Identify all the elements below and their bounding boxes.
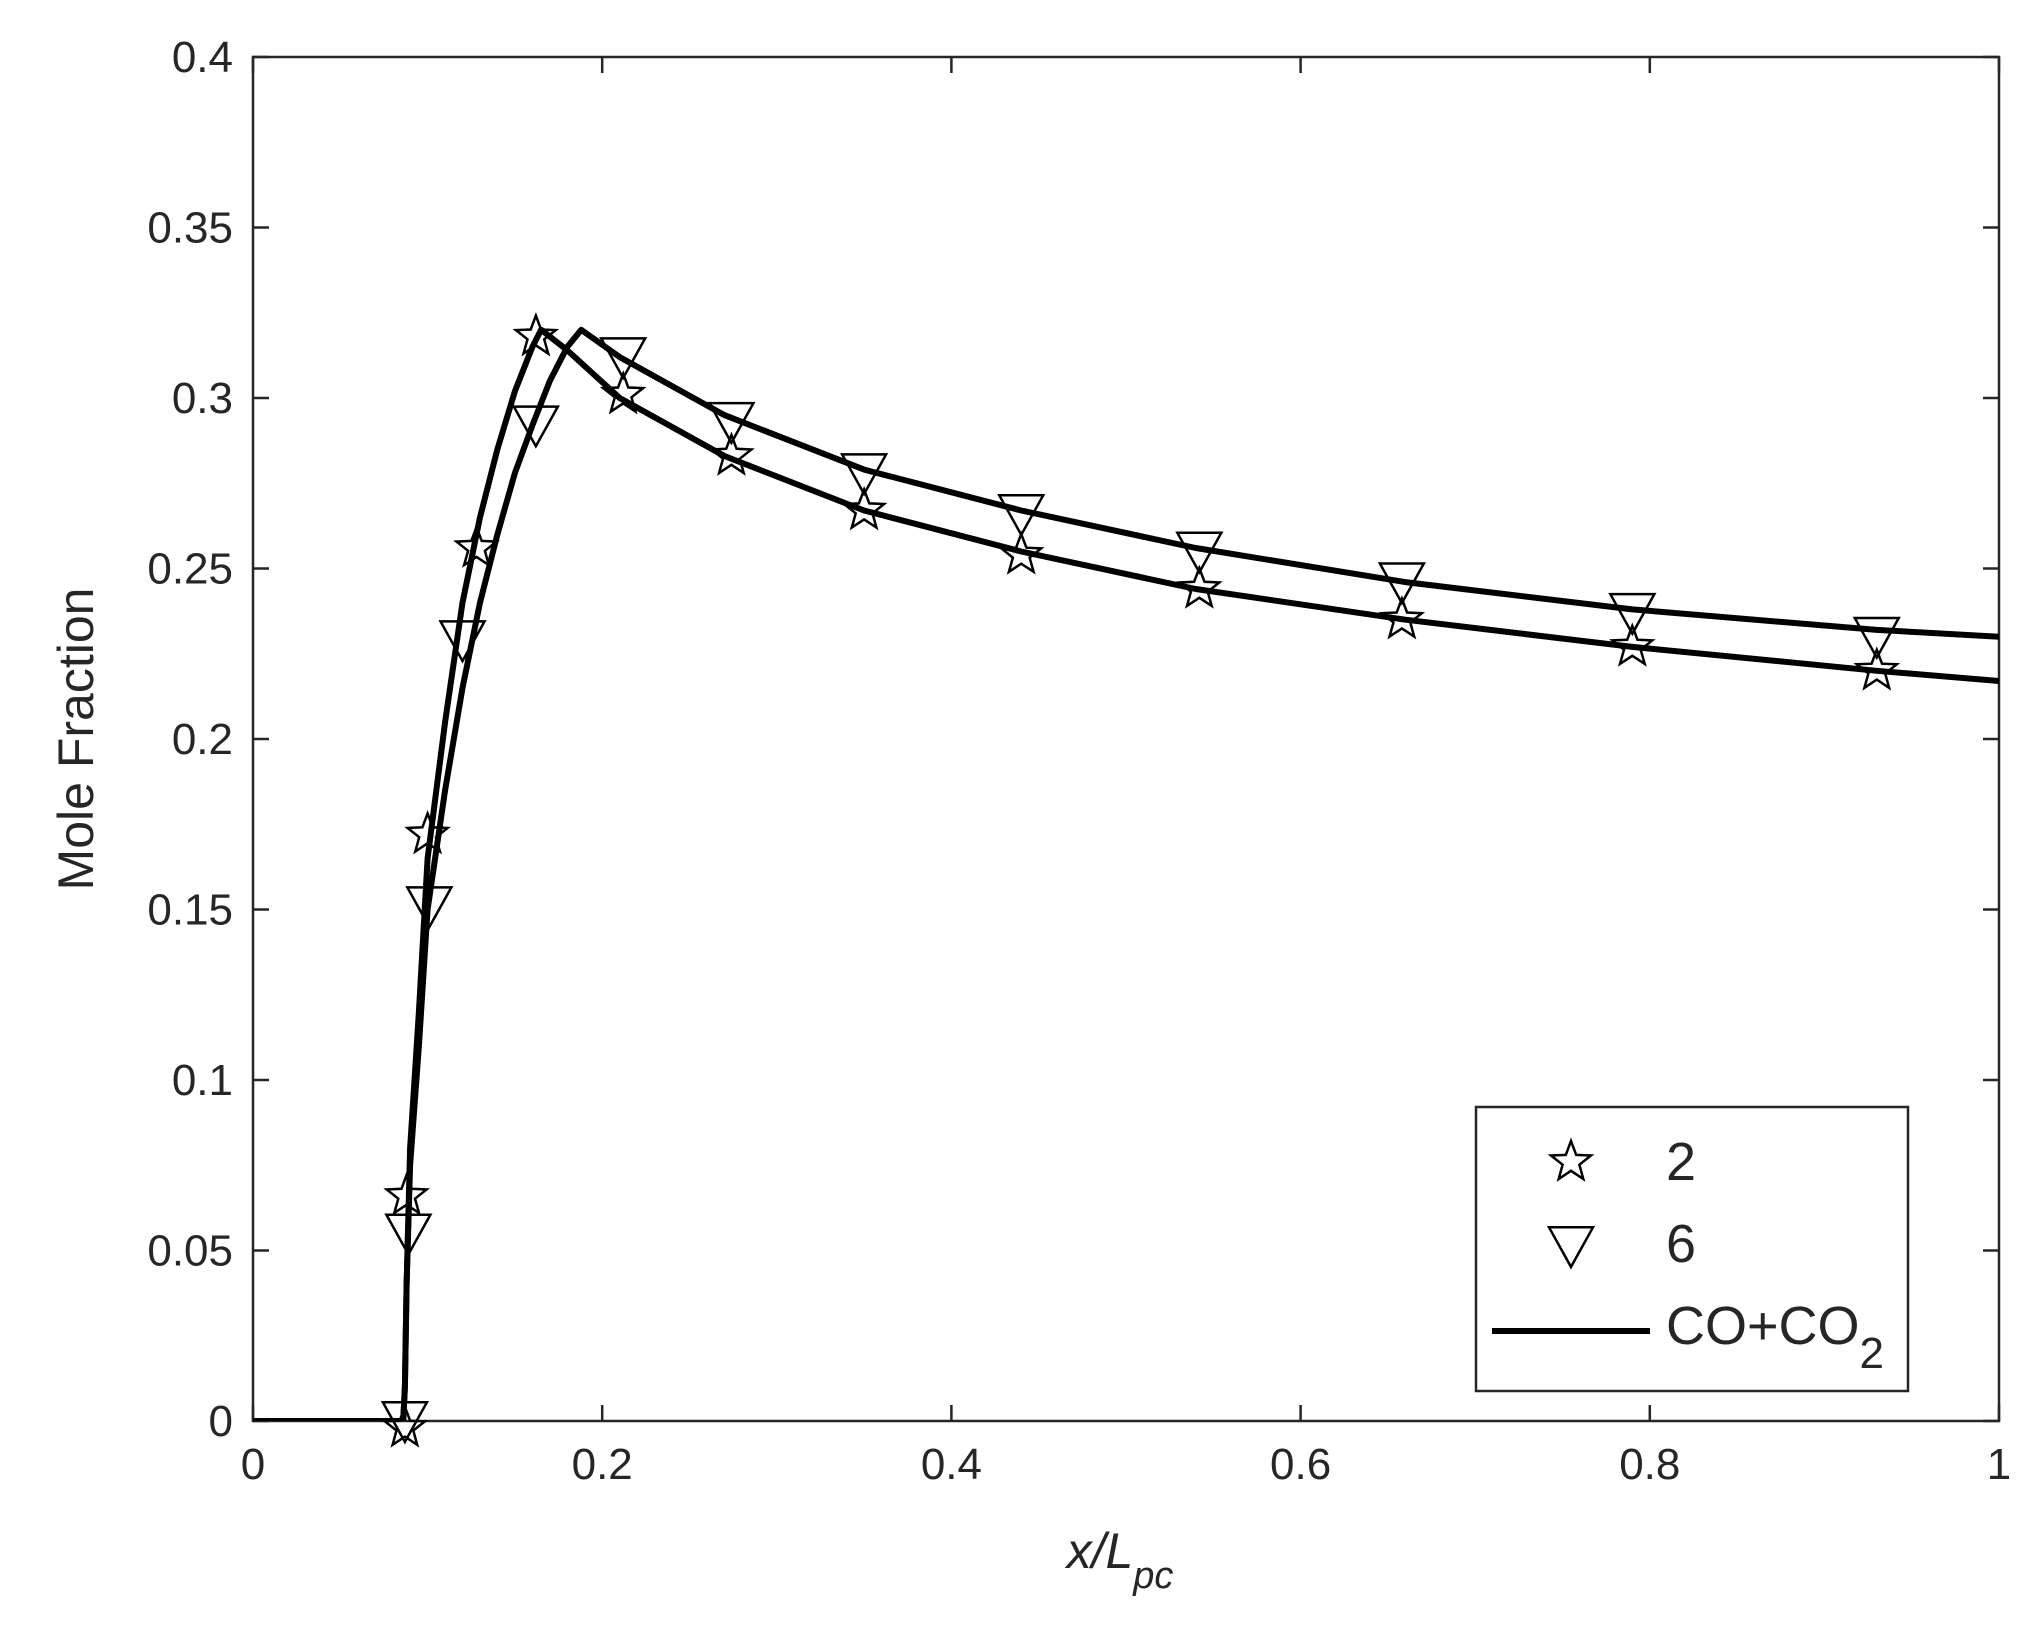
y-tick-label: 0.3 — [172, 374, 233, 423]
star-marker — [1853, 646, 1901, 691]
x-tick-label: 1 — [1987, 1440, 2011, 1489]
x-tick-label: 0.8 — [1619, 1440, 1680, 1489]
y-tick-label: 0.1 — [172, 1056, 233, 1105]
legend-box — [1474, 1105, 1910, 1393]
legend-entry-star: 2 — [1547, 1132, 1696, 1192]
triangle-marker — [1852, 616, 1901, 661]
triangle-marker — [438, 620, 487, 664]
star-marker — [708, 431, 755, 476]
y-tick-label: 0.05 — [147, 1227, 233, 1276]
legend-label-line-subscript: 2 — [1860, 1329, 1884, 1378]
legend-label-triangle: 6 — [1666, 1214, 1696, 1274]
y-tick-label: 0.2 — [172, 715, 233, 764]
star-marker — [1609, 622, 1656, 667]
legend-star-marker — [1547, 1137, 1595, 1182]
x-axis-label: x/Lpc — [1065, 1523, 1174, 1597]
curves-layer — [253, 326, 1999, 1421]
y-tick-label: 0 — [209, 1397, 233, 1446]
star-marker — [1176, 564, 1223, 609]
triangle-marker — [1377, 562, 1426, 606]
y-axis-ticks: 0 0.05 0.1 0.15 0.2 0.25 0.3 0.35 0.4 — [147, 33, 1999, 1446]
triangle-marker — [384, 1213, 433, 1257]
legend-label-star: 2 — [1666, 1132, 1696, 1192]
triangle-marker — [997, 493, 1046, 538]
y-tick-label: 0.15 — [147, 886, 233, 935]
star-marker — [453, 523, 500, 568]
svg-text:x/Lpc: x/Lpc — [1065, 1523, 1174, 1597]
x-axis-label-main: x/L — [1065, 1523, 1134, 1579]
star-marker — [599, 370, 647, 415]
star-marker — [997, 530, 1045, 575]
co-co2-curve-2 — [253, 326, 1999, 1421]
x-tick-label: 0.2 — [572, 1440, 633, 1489]
star-marker — [512, 312, 560, 357]
x-tick-label: 0 — [241, 1440, 265, 1489]
y-axis-label: Mole Fraction — [48, 588, 104, 891]
star-marker — [1378, 595, 1426, 640]
legend-label-line-main: CO+CO — [1666, 1296, 1860, 1356]
legend-entry-triangle: 6 — [1546, 1214, 1696, 1274]
triangle-marker — [839, 453, 889, 497]
x-tick-label: 0.6 — [1270, 1440, 1331, 1489]
triangle-marker — [599, 337, 648, 381]
y-tick-label: 0.35 — [147, 204, 233, 253]
star-marker — [840, 485, 888, 531]
y-tick-label: 0.25 — [147, 545, 233, 594]
y-tick-label: 0.4 — [172, 33, 233, 82]
star-marker — [383, 1171, 430, 1216]
star-marker — [381, 1403, 429, 1448]
triangle-marker — [1175, 531, 1224, 575]
x-axis-ticks: 0 0.2 0.4 0.6 0.8 1 — [241, 57, 2011, 1489]
triangle-marker — [405, 886, 454, 930]
markers-layer — [380, 312, 1901, 1448]
triangle-marker — [707, 401, 756, 446]
x-axis-label-subscript: pc — [1132, 1555, 1173, 1597]
legend-star-glyph — [1547, 1137, 1595, 1182]
triangle-marker — [1608, 592, 1657, 637]
triangle-marker — [380, 1401, 430, 1445]
legend: 2 6 CO+CO2 — [1474, 1105, 1910, 1393]
legend-entry-line: CO+CO2 — [1492, 1296, 1884, 1378]
legend-triangle-glyph — [1546, 1226, 1596, 1270]
legend-label-line: CO+CO2 — [1666, 1296, 1884, 1378]
legend-triangle-marker — [1546, 1226, 1596, 1270]
x-tick-label: 0.4 — [921, 1440, 982, 1489]
triangle-marker — [511, 405, 560, 449]
star-marker — [404, 809, 451, 855]
